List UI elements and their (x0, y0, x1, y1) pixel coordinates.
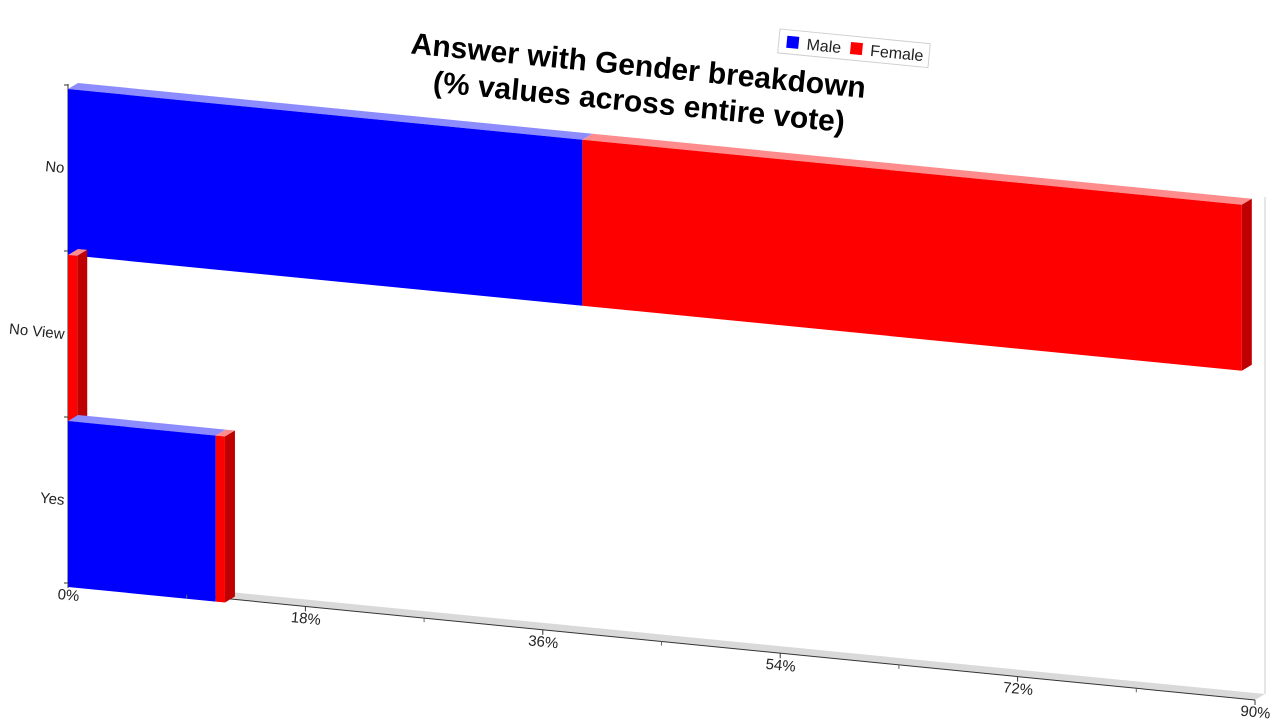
category-label-yes: Yes (39, 490, 65, 509)
value-tick-label-4: 72% (1002, 679, 1034, 699)
bar-no-view-female (68, 255, 78, 422)
value-tick-label-2: 36% (527, 632, 559, 652)
bar-top-no-female (582, 133, 1252, 205)
legend-swatch-female (849, 41, 864, 56)
bar-side-no-female (1241, 198, 1252, 371)
category-label-no: No (45, 158, 66, 177)
bar-no-female (582, 139, 1242, 371)
legend: Male Female (777, 28, 931, 69)
value-tick-label-1: 18% (290, 609, 322, 629)
category-axis: No No View Yes (8, 84, 68, 584)
bar-no-male (68, 89, 583, 306)
bar-top-yes-female (215, 429, 235, 437)
value-tick-label-5: 90% (1240, 703, 1272, 720)
bar-side-no-view-female (77, 249, 88, 422)
category-label-no-view: No View (8, 321, 65, 343)
bar-yes-male (68, 421, 216, 602)
x-axis-line (67, 582, 1256, 701)
legend-label-female: Female (869, 43, 924, 65)
bar-top-yes-male (68, 415, 226, 436)
value-tick-label-0: 0% (57, 586, 80, 605)
value-axis: 0% 18% 36% 54% 72% 90% (57, 583, 1271, 720)
bar-group (68, 83, 1252, 603)
bar-yes-female (215, 435, 225, 603)
bar-side-yes-female (224, 430, 235, 603)
value-tick-label-3: 54% (765, 656, 797, 676)
legend-swatch-male (786, 35, 800, 49)
bar-top-no-view-female (68, 249, 88, 256)
legend-label-male: Male (806, 37, 842, 57)
bar-top-no-male (68, 83, 593, 140)
x-axis-floor (68, 577, 1265, 700)
